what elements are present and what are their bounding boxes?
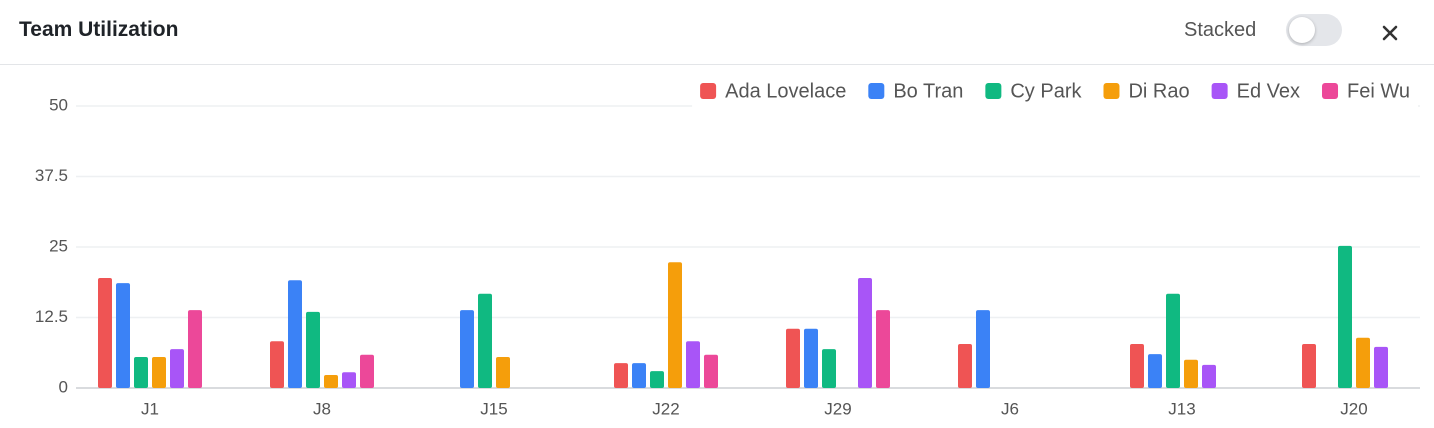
x-tick-label: J6 [1001, 399, 1019, 418]
x-tick-label: J8 [313, 399, 331, 418]
bar [116, 283, 130, 388]
bar [786, 328, 800, 388]
legend-swatch [1103, 83, 1120, 99]
bar [360, 354, 374, 388]
bar [822, 349, 836, 388]
y-tick-label: 50 [49, 95, 68, 114]
legend-label: Ed Vex [1237, 80, 1300, 102]
bar [686, 341, 700, 388]
legend-swatch [1322, 83, 1339, 99]
toggle-knob [1289, 17, 1315, 43]
bar [876, 310, 890, 388]
bar [1166, 293, 1180, 388]
legend-label: Bo Tran [893, 80, 963, 102]
bar [188, 310, 202, 388]
bar [288, 280, 302, 388]
x-tick-label: J1 [141, 399, 159, 418]
legend-swatch [985, 83, 1002, 99]
close-button[interactable] [1378, 21, 1402, 45]
bar [650, 371, 664, 388]
bar [342, 372, 356, 388]
bar [1374, 346, 1388, 388]
y-tick-label: 37.5 [35, 166, 68, 185]
bar [496, 356, 510, 388]
y-tick-label: 12.5 [35, 307, 68, 326]
bar [306, 311, 320, 388]
legend-label: Fei Wu [1347, 80, 1410, 102]
bar [152, 356, 166, 388]
bar [170, 349, 184, 388]
x-tick-label: J20 [1340, 399, 1367, 418]
bar [958, 344, 972, 388]
bar [1130, 344, 1144, 388]
y-tick-label: 0 [59, 377, 68, 396]
bar [614, 363, 628, 388]
chart: 0 12.5 25 37.5 50 J1 J8 J15 J22 J29 J6 J13 J20 Ada Lo… [35, 75, 1420, 418]
bar [1338, 245, 1352, 388]
bar [270, 341, 284, 388]
x-tick-label: J29 [824, 399, 851, 418]
legend-swatch [1211, 83, 1228, 99]
legend: Ada Lovelace Bo Tran Cy Park Di Rao Ed Vex Fe… [692, 75, 1418, 109]
bar [324, 375, 338, 388]
bar [478, 293, 492, 388]
x-tick-label: J13 [1168, 399, 1195, 418]
bar [1202, 364, 1216, 388]
bar [1148, 354, 1162, 388]
bar [668, 262, 682, 388]
legend-label: Di Rao [1128, 80, 1189, 102]
legend-swatch [868, 83, 885, 99]
bar [460, 310, 474, 388]
bar [858, 278, 872, 388]
legend-label: Cy Park [1010, 80, 1082, 102]
toggle-label: Stacked [1184, 19, 1257, 41]
header: Team Utilization Stacked [0, 0, 1434, 65]
stacked-toggle[interactable] [1286, 14, 1342, 46]
x-tick-label: J15 [480, 399, 507, 418]
bar [976, 310, 990, 388]
legend-label: Ada Lovelace [725, 80, 846, 102]
bar [632, 363, 646, 388]
bar [98, 278, 112, 388]
bar [704, 354, 718, 388]
panel-title: Team Utilization [19, 18, 179, 41]
bar [804, 328, 818, 388]
legend-swatch [700, 83, 717, 99]
bar [134, 356, 148, 388]
bar [1302, 344, 1316, 388]
x-tick-label: J22 [652, 399, 679, 418]
legend-background [692, 75, 1418, 109]
bar [1356, 337, 1370, 388]
bar [1184, 359, 1198, 388]
y-tick-label: 25 [49, 236, 68, 255]
